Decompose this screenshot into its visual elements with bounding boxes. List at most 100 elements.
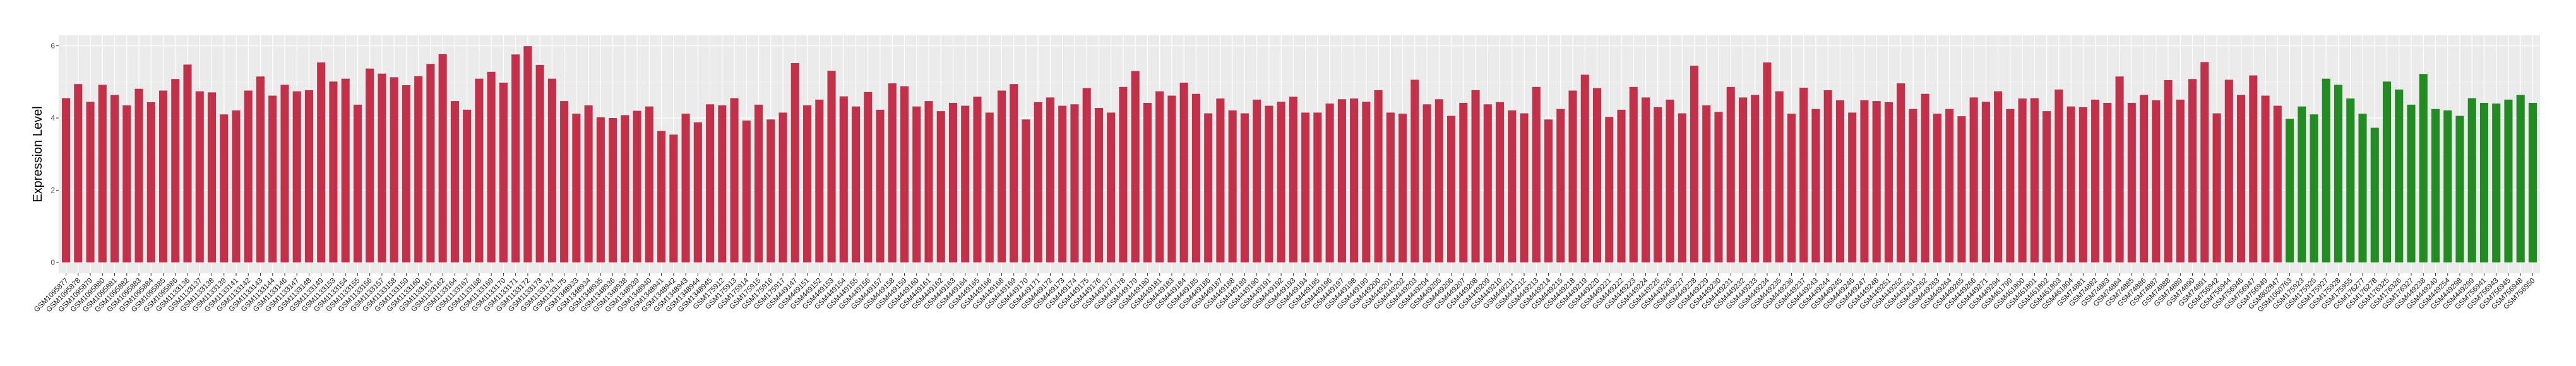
bar-GSM449266	[1969, 97, 1978, 263]
bar-GSM756945	[2504, 99, 2513, 263]
bar-GSM1133168	[475, 78, 484, 263]
bar-GSM449221	[1605, 117, 1614, 263]
bar-GSM449172	[1046, 97, 1055, 263]
bar-GSM1348938	[621, 115, 629, 263]
bar-GSM1133154	[341, 78, 350, 263]
bar-GSM449186	[1204, 113, 1213, 263]
bar-GSM449159	[900, 86, 909, 263]
bar-GSM74885	[2127, 102, 2136, 263]
bar-GSM449209	[1483, 104, 1492, 263]
bar-GSM449223	[1629, 86, 1638, 263]
bar-GSM1133149	[317, 62, 326, 263]
bar-GSM74888	[2164, 80, 2173, 263]
bar-GSM175913	[730, 98, 739, 263]
bar-GSM449181	[1155, 91, 1164, 263]
bar-GSM1133146	[280, 85, 289, 263]
bar-GSM449262	[1921, 93, 1929, 263]
bar-GSM1095885	[158, 90, 168, 263]
bar-GSM449161	[924, 101, 933, 263]
bars	[62, 46, 2537, 263]
bar-GSM1133160	[414, 76, 423, 263]
bar-GSM1133143	[256, 76, 265, 263]
bar-GSM449180	[1143, 102, 1152, 263]
bar-GSM449264	[1945, 109, 1954, 263]
bar-GSM449228	[1690, 66, 1699, 263]
bar-GSM461804	[2066, 106, 2075, 263]
bar-GSM176327	[2407, 104, 2416, 263]
bar-GSM449225	[1654, 107, 1662, 263]
bar-GSM449187	[1216, 98, 1225, 263]
bar-GSM1133155	[353, 104, 362, 263]
bar-GSM449147	[790, 63, 799, 263]
bar-GSM449197	[1337, 99, 1346, 263]
bar-GSM1348933	[572, 114, 581, 263]
bar-GSM756947	[2249, 75, 2258, 263]
bar-GSM449205	[1434, 99, 1443, 263]
bar-GSM176277	[2358, 114, 2367, 263]
bar-GSM74884	[2115, 76, 2124, 263]
bar-GSM756948	[2516, 95, 2525, 263]
bar-GSM449184	[1179, 82, 1188, 263]
bar-GSM449227	[1678, 113, 1686, 263]
bar-GSM1095886	[171, 79, 180, 263]
bar-GSM1133159	[402, 85, 410, 263]
bar-GSM175928	[2334, 85, 2343, 263]
bar-GSM461801	[2030, 98, 2039, 263]
bar-GSM449152	[815, 99, 824, 263]
y-tick-label: 0	[51, 258, 55, 267]
bar-GSM1095883	[134, 88, 143, 263]
y-tick-label: 6	[51, 42, 55, 50]
bar-GSM449177	[1107, 112, 1116, 263]
bar-GSM756944	[2224, 80, 2233, 263]
bar-GSM1348943	[681, 114, 690, 263]
bar-GSM449299	[2467, 98, 2476, 263]
bar-GSM1133167	[463, 109, 472, 263]
bar-GSM449226	[1666, 99, 1674, 263]
bar-GSM449174	[1070, 104, 1079, 263]
bar-GSM1133153	[329, 81, 338, 263]
bar-GSM449236	[1787, 114, 1796, 263]
bar-GSM449196	[1325, 103, 1334, 263]
bar-GSM176278	[2370, 127, 2379, 263]
bar-GSM449246	[1848, 112, 1857, 263]
bar-GSM74882	[2091, 99, 2100, 263]
bar-GSM74891	[2200, 62, 2209, 263]
bar-GSM449231	[1726, 86, 1735, 263]
bar-GSM756950	[2528, 102, 2537, 263]
bar-GSM449243	[1811, 109, 1820, 263]
bar-GSM449175	[1082, 88, 1091, 263]
bar-GSM461800	[2018, 98, 2027, 263]
bar-GSM449157	[876, 109, 885, 263]
bar-GSM1133136	[183, 64, 192, 263]
bar-GSM1095877	[62, 98, 71, 263]
bar-GSM1095880	[98, 85, 107, 263]
bar-GSM756946	[2237, 95, 2246, 263]
bar-GSM449199	[1362, 102, 1371, 263]
bar-GSM1348935	[596, 117, 605, 263]
bar-GSM449204	[1422, 104, 1431, 263]
bar-GSM1133173	[535, 64, 544, 263]
bar-GSM449156	[864, 92, 873, 263]
bar-GSM449240	[2431, 109, 2440, 263]
bar-GSM449244	[1823, 90, 1832, 263]
bar-GSM449214	[1544, 119, 1553, 263]
x-axis: GSM1095877GSM1095878GSM1095879GSM1095880…	[33, 273, 2537, 314]
bar-GSM1348939	[633, 110, 641, 263]
bar-GSM1133141	[232, 110, 241, 263]
bar-GSM449179	[1131, 71, 1140, 263]
bar-GSM449232	[1738, 97, 1748, 263]
y-tick-label: 2	[51, 186, 55, 194]
bar-GSM1133162	[438, 54, 447, 263]
bar-GSM1348944	[693, 122, 702, 263]
bar-GSM449220	[1592, 88, 1602, 263]
bar-GSM449185	[1191, 93, 1200, 263]
bar-GSM449248	[1872, 101, 1881, 263]
y-axis: 0 2 4 6	[51, 42, 59, 267]
bar-GSM74887	[2152, 100, 2161, 263]
bar-GSM1133139	[220, 114, 229, 263]
bar-GSM449294	[1994, 91, 2003, 263]
bar-GSM449265	[1957, 116, 1966, 263]
bar-GSM449206	[1447, 115, 1456, 263]
bar-GSM1133156	[366, 68, 374, 263]
bar-GSM74889	[2176, 99, 2185, 263]
